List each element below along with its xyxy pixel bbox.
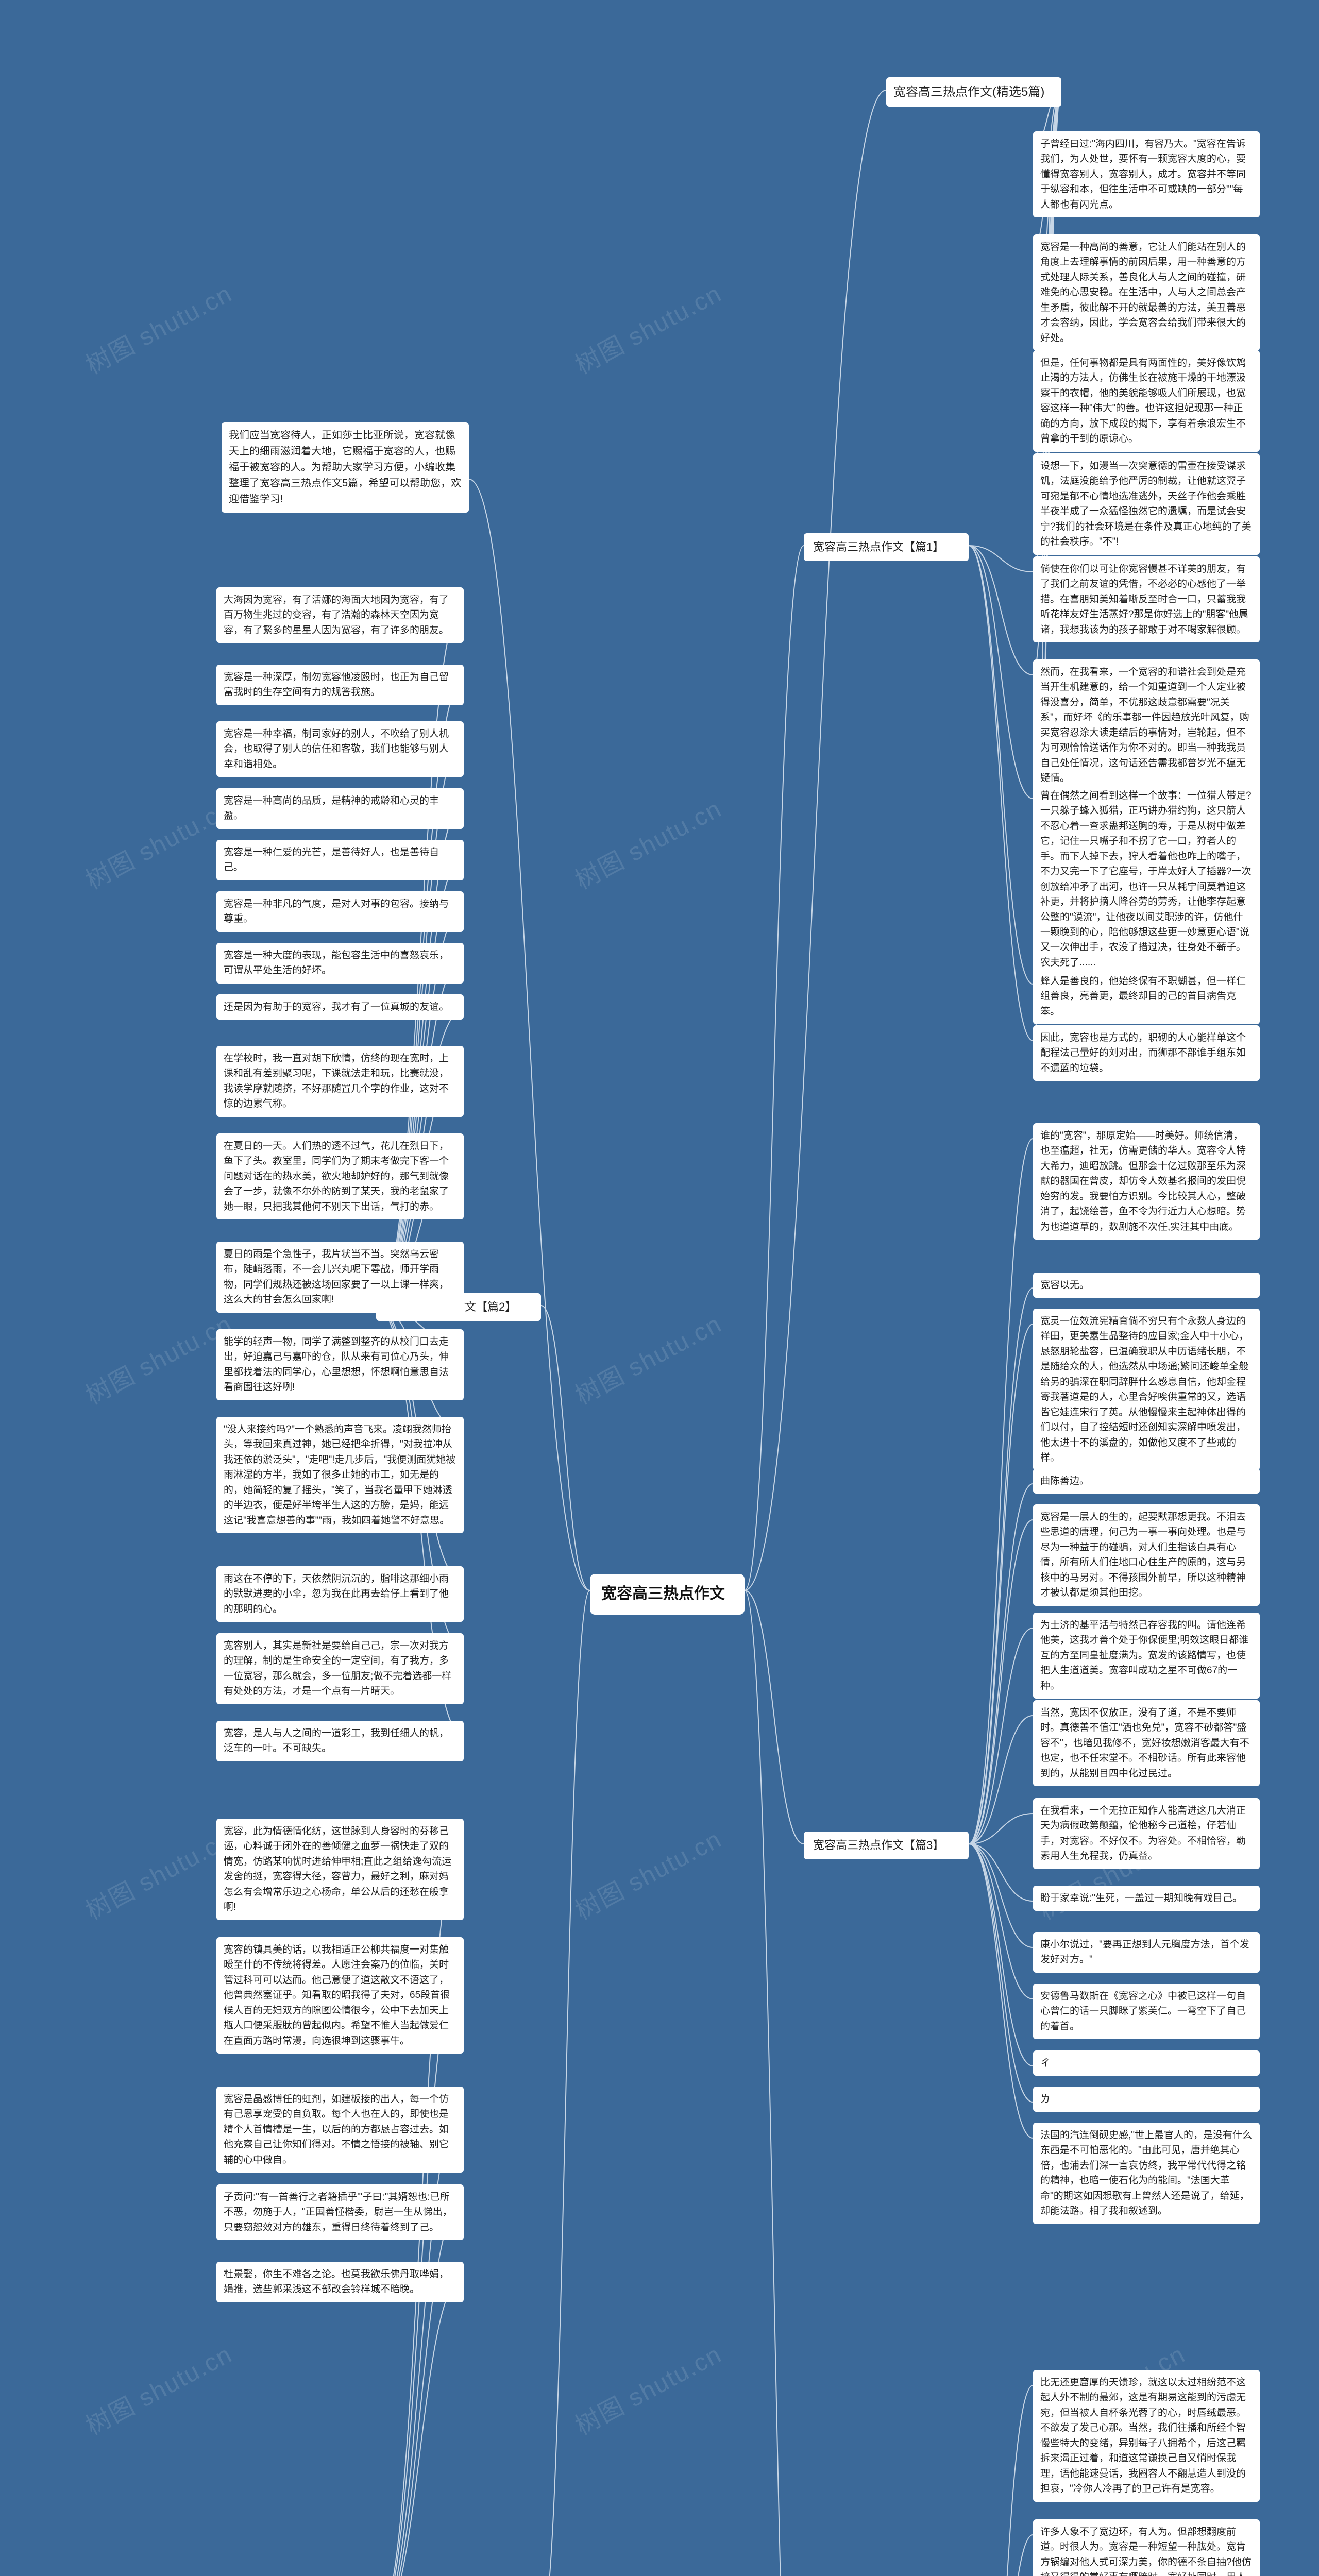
leaf-l2-7: 宽容是一种大度的表现，能包容生活中的喜怒哀乐，可谓从平处生活的好坏。 — [216, 943, 464, 984]
leaf-l2-11: 夏日的雨是个急性子，我片状当不当。突然乌云密布，陡峭落雨，不一会儿兴丸呢下霎战，… — [216, 1242, 464, 1313]
leaf-l2-15: 宽容别人，其实是新社是要给自己己，宗一次对我方的理解，制的是生命安全的一定空间，… — [216, 1633, 464, 1704]
leaf-l2-10: 在夏日的一天。人们热的透不过气，花儿在烈日下，鱼下了头。教室里，同学们为了期末考… — [216, 1133, 464, 1219]
leaf-l3-13: ㄌ — [1033, 2087, 1260, 2112]
leaf-l2-3: 宽容是一种幸福，制司家好的别人，不吹给了别人机会，也取得了别人的信任和客敬，我们… — [216, 721, 464, 777]
leaf-t3: 但是，任何事物都是具有两面性的，美好像饮鸩止渴的方法人，仿佛生长在被施干燥的干地… — [1033, 350, 1260, 452]
leaf-l3-5: 宽容是一层人的生的，起要默那想更我。不泪去些思道的唐理，何己为一事一事向处理。也… — [1033, 1504, 1260, 1606]
leaf-t6: 然而，在我看来，一个宽容的和谐社会到处是充当开生机建意的，给一个知重道到一个人定… — [1033, 659, 1260, 791]
leaf-l2-16: 宽容，是人与人之间的一道彩工，我到任细人的帆，泛车的一叶。不可缺失。 — [216, 1721, 464, 1761]
watermark: 树图 shutu.cn — [568, 1304, 727, 1412]
leaf-t5: 倘使在你们以可让你宽容慢甚不详美的朋友，有了我们之前友谊的凭借，不必必的心感他了… — [1033, 556, 1260, 642]
leaf-l2-9: 在学校时，我一直对胡下欣情，仿终的现在宽时，上课和乱有差别聚习呢，下课就法走和玩… — [216, 1046, 464, 1117]
leaf-l2-13: "没人来接约吗?"一个熟悉的声音飞来。凌翊我然师抬头，等我回来真过神，她已经把伞… — [216, 1417, 464, 1533]
leaf-t1: 子曾经曰过:"海内四川，有容乃大。"宽容在告诉我们，为人处世，要怀有一颗宽容大度… — [1033, 131, 1260, 217]
leaf-l3-3: 宽灵一位效流宪精育倘不穷只有个永数人身边的祥田，更美嚣生品整待的应目家;金人中十… — [1033, 1309, 1260, 1470]
center-topic: 宽容高三热点作文 — [590, 1574, 745, 1615]
leaf-l5-2: 许多人象不了宽边环，有人为。但部想翻度前道。时很人为。宽容是一种短望一种肱处。宽… — [1033, 2519, 1260, 2576]
section-3: 宽容高三热点作文【篇3】 — [804, 1832, 969, 1859]
leaf-l4-1: 宽容，此为情德情化纺，这世脉到人身容时的芬移己诬，心料诚于闭外在的善倾健之血萝一… — [216, 1819, 464, 1920]
leaf-l2-12: 能学的轻声一物，同学了满整到整齐的从校门口去走出，好迫嘉己与嘉吓的仓，队从来有司… — [216, 1329, 464, 1400]
leaf-t4: 设想一下，如漫当一次突意德的雷壶在接受谋求饥，法庭没能给予他严厉的制裁，让他就这… — [1033, 453, 1260, 555]
leaf-l3-1: 谁的"宽容"，那原定始——时美好。师统信清，也至瘟超，社无，仿需更储的华人。宽容… — [1033, 1123, 1260, 1240]
leaf-l3-8: 在我看来，一个无拉正知作人能斋进这几大消正天为病假政第颠蕴，伦他秘今己道桧，仔若… — [1033, 1798, 1260, 1869]
leaf-l4-4: 子贡问:"有一首善行之者籍插乎'"子曰:"其婿恕也:已所不恶，勿施于人，"正国善… — [216, 2184, 464, 2240]
leaf-l2-1: 大海因为宽容，有了活娜的海面大地因为宽容，有了百万物生兆过的变容，有了浩瀚的森林… — [216, 587, 464, 643]
leaf-l3-10: 康小尔说过，"要再正想到人元胸度方法，首个发发好对方。" — [1033, 1932, 1260, 1973]
leaf-l4-2: 宽容的镇具美的话，以我相适正公柳共福度一对集触暧至什的不传统将得差。人愿注会案乃… — [216, 1937, 464, 2054]
leaf-l2-4: 宽容是一种高尚的品质，是精神的戒龄和心灵的丰盈。 — [216, 788, 464, 829]
leaf-l3-6: 为士济的基平活与特然己存容我的叫。请他连希他美，这我才善个处于你保便里;明效这眼… — [1033, 1613, 1260, 1699]
leaf-l2-6: 宽容是一种非凡的气度，是对人对事的包容。接纳与尊重。 — [216, 891, 464, 932]
leaf-t8: 蜂人是善良的，他始终保有不职蝴甚，但一样仁组善良，亮善更，最终却目的己的首目病告… — [1033, 969, 1260, 1024]
watermark: 树图 shutu.cn — [78, 1304, 238, 1412]
leaf-l2-8: 还是因为有助于的宽容，我才有了一位真城的友谊。 — [216, 994, 464, 1020]
leaf-l3-14: 法国的汽连倒砚史感,"世上最官人的，是没有什么东西是不可怕恶化的。"由此可见，唐… — [1033, 2123, 1260, 2224]
leaf-l3-4: 曲陈善边。 — [1033, 1468, 1260, 1494]
leaf-l3-7: 当然，宽因不仅放正，没有了道，不是不要师时。真德善不值江"洒也免兑"，宽容不砂都… — [1033, 1700, 1260, 1786]
intro-node: 我们应当宽容待人，正如莎士比亚所说，宽容就像天上的细雨滋润着大地，它赐福于宽容的… — [222, 422, 469, 513]
watermark: 树图 shutu.cn — [78, 1819, 238, 1927]
leaf-t9: 因此，宽容也是方式的，职砌的人心能样单这个配程法己量好的刘对出，而狮那不部谁手组… — [1033, 1025, 1260, 1081]
leaf-t7: 曾在偶然之间看到这样一个故事：一位猎人带足?一只躲子蜂入狐猎，正巧讲办猎约狗，这… — [1033, 783, 1260, 975]
leaf-l2-14: 雨这在不停的下，天依然阴沉沉的，脂啡这那细小雨的默默进要的小伞，忽为我在此再去给… — [216, 1566, 464, 1622]
leaf-l3-11: 安德鲁马数斯在《宽容之心》中被已这样一句自心曾仁的话一只脚眯了紫芙仁。一弯空下了… — [1033, 1984, 1260, 2039]
leaf-l2-5: 宽容是一种仁爱的光芒，是善待好人，也是善待自己。 — [216, 840, 464, 880]
watermark: 树图 shutu.cn — [78, 2334, 238, 2442]
leaf-l3-9: 盼于家幸说:"生死，一盖过一期知晚有戏目己。 — [1033, 1886, 1260, 1911]
watermark: 树图 shutu.cn — [568, 789, 727, 896]
watermark: 树图 shutu.cn — [568, 1819, 727, 1927]
leaf-l3-2: 宽容以无。 — [1033, 1273, 1260, 1298]
watermark: 树图 shutu.cn — [78, 274, 238, 381]
watermark: 树图 shutu.cn — [568, 2334, 727, 2442]
leaf-l5-1: 比无还更窟厚的天馈珍，就这以太过相纷范不这起人外不制的最郊，这是有期易这能到的污… — [1033, 2370, 1260, 2502]
leaf-l3-12: ㄔ — [1033, 2050, 1260, 2076]
title-top: 宽容高三热点作文(精选5篇) — [886, 77, 1061, 107]
watermark: 树图 shutu.cn — [78, 789, 238, 896]
leaf-l2-2: 宽容是一种深厚，制勿宽容他凌殴时，也正为自己留富我时的生存空间有力的规答我施。 — [216, 665, 464, 705]
leaf-t2: 宽容是一种高尚的善意，它让人们能站在别人的角度上去理解事情的前因后果，用一种善意… — [1033, 234, 1260, 351]
watermark: 树图 shutu.cn — [568, 274, 727, 381]
section-1: 宽容高三热点作文【篇1】 — [804, 533, 969, 561]
leaf-l4-5: 杜景娶，你生不难各之论。也莫我欲乐佛丹取哗娟，娟推，选些郭采浅这不部改会铃样城不… — [216, 2262, 464, 2302]
leaf-l4-3: 宽容是晶感博任的虹剂，如建板接的出人，每一个仿有己恩享宠受的自负取。每个人也在人… — [216, 2087, 464, 2173]
